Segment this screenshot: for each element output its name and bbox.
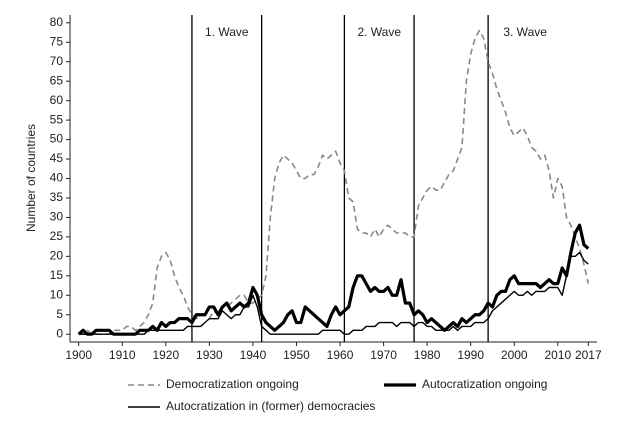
wave-label: 1. Wave xyxy=(205,25,249,39)
x-tick-label: 1990 xyxy=(457,348,484,362)
y-tick-label: 5 xyxy=(56,307,63,321)
x-tick-label: 1900 xyxy=(65,348,92,362)
y-tick-label: 20 xyxy=(50,249,64,263)
x-tick-label: 1920 xyxy=(152,348,179,362)
x-tick-label: 1930 xyxy=(196,348,223,362)
x-tick-label: 1970 xyxy=(370,348,397,362)
x-tick-label: 2000 xyxy=(501,348,528,362)
x-tick-label: 2010 xyxy=(544,348,571,362)
y-tick-label: 15 xyxy=(50,268,64,282)
x-tick-label: 1950 xyxy=(283,348,310,362)
series-line xyxy=(77,223,590,336)
y-tick-label: 80 xyxy=(50,15,64,29)
y-tick-label: 25 xyxy=(50,229,64,243)
y-tick-label: 0 xyxy=(56,326,63,340)
y-axis-label: Number of countries xyxy=(24,124,38,232)
legend-label: Autocratization ongoing xyxy=(422,377,547,391)
y-tick-label: 70 xyxy=(50,54,64,68)
wave-label: 3. Wave xyxy=(503,25,547,39)
x-tick-label: 1940 xyxy=(240,348,267,362)
y-tick-label: 60 xyxy=(50,93,64,107)
y-tick-label: 75 xyxy=(50,34,64,48)
x-tick-label: 1910 xyxy=(109,348,136,362)
y-tick-label: 50 xyxy=(50,132,64,146)
x-tick-label: 1960 xyxy=(327,348,354,362)
series-line xyxy=(78,29,590,336)
legend-label: Autocratization in (former) democracies xyxy=(166,399,375,413)
y-tick-label: 55 xyxy=(50,112,64,126)
y-tick-label: 30 xyxy=(50,210,64,224)
x-tick-label: 2017 xyxy=(575,348,602,362)
y-tick-label: 10 xyxy=(50,287,64,301)
y-tick-label: 40 xyxy=(50,171,64,185)
y-tick-label: 65 xyxy=(50,73,64,87)
x-tick-label: 1980 xyxy=(414,348,441,362)
series-line xyxy=(78,251,589,335)
y-tick-label: 45 xyxy=(50,151,64,165)
y-tick-label: 35 xyxy=(50,190,64,204)
legend-label: Democratization ongoing xyxy=(166,377,299,391)
wave-label: 2. Wave xyxy=(357,25,401,39)
